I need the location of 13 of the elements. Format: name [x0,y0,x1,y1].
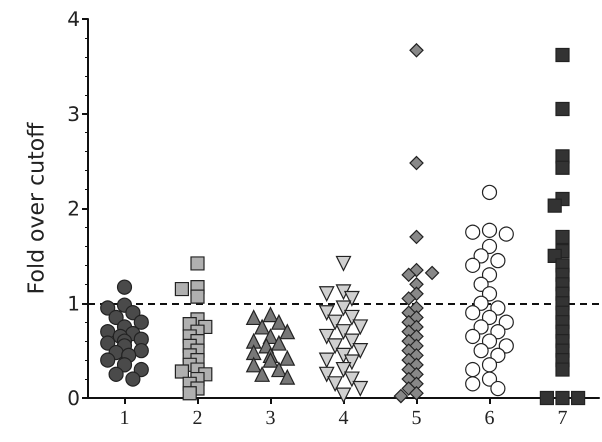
y-tick-label: 4 [67,7,80,31]
x-tick-label: 4 [338,407,348,429]
y-tick-label: 2 [67,196,80,220]
y-tick-label: 0 [67,386,80,410]
x-tick-label: 3 [266,407,276,429]
x-tick-label: 2 [192,407,202,429]
x-tick-label: 1 [120,407,130,429]
x-tick-label: 6 [484,407,494,429]
y-tick-label: 1 [67,291,80,316]
y-axis-title: Fold over cutoff [24,122,50,294]
y-tick-label: 3 [67,102,80,126]
x-tick-label: 5 [412,407,422,429]
x-tick-label: 7 [558,407,568,429]
